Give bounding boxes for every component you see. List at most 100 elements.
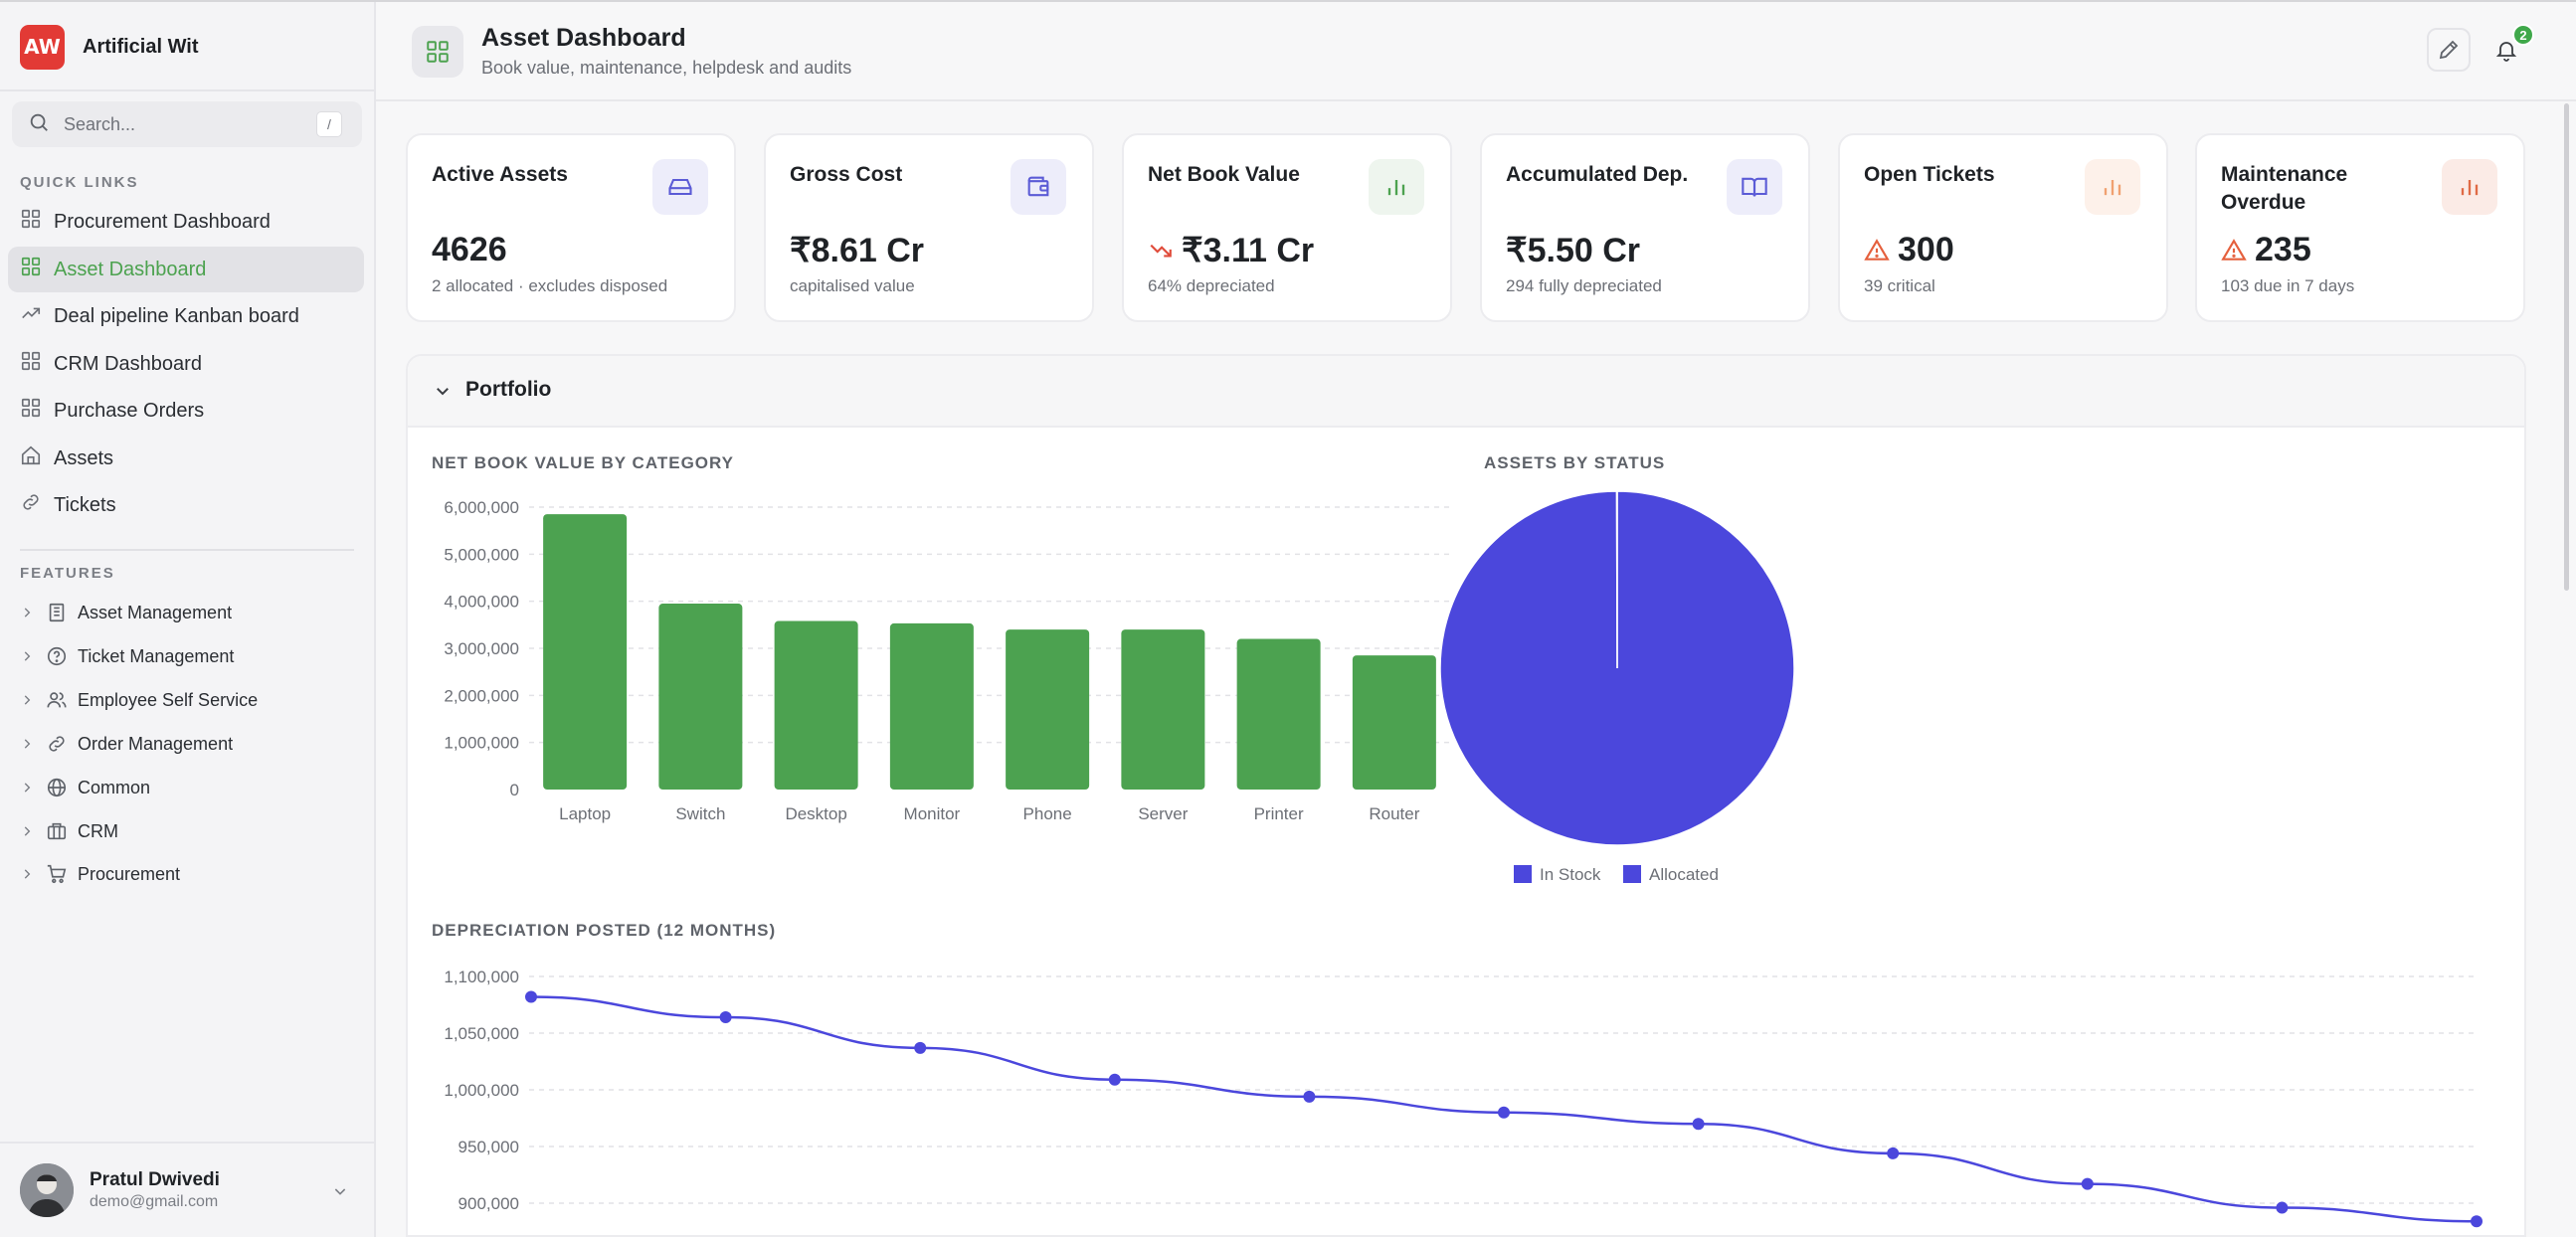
sidebar-item-label: Procurement Dashboard	[54, 210, 271, 233]
bar-chart: 0 1,000,000 2,000,000 3,000,000 4,000,000 5,0…	[444, 498, 1454, 823]
feature-label: Ticket Management	[78, 645, 235, 666]
stat-value: 4626	[432, 231, 507, 268]
bar	[1121, 629, 1205, 790]
x-tick-label: Router	[1369, 804, 1419, 823]
sidebar-item-assets[interactable]: Assets	[8, 436, 364, 481]
line-chart: 900,000 950,000 1,000,000 1,050,000 1,100,00…	[444, 968, 2483, 1228]
stat-card-gross-cost[interactable]: Gross Cost ₹8.61 Cr capitalised value	[764, 133, 1094, 322]
feature-common[interactable]: Common	[20, 771, 150, 804]
sidebar-item-procurement-dashboard[interactable]: Procurement Dashboard	[8, 199, 364, 245]
x-tick-label: Server	[1138, 804, 1188, 823]
y-tick-label: 1,000,000	[444, 1081, 519, 1100]
sidebar-item-purchase-orders[interactable]: Purchase Orders	[8, 388, 364, 434]
feature-crm[interactable]: CRM	[20, 814, 118, 848]
sidebar-item-label: Deal pipeline Kanban board	[54, 304, 299, 327]
data-point	[2471, 1215, 2483, 1228]
warning-icon	[1864, 238, 1890, 261]
chevron-right-icon	[24, 651, 31, 661]
bar-chart-icon	[2085, 159, 2140, 215]
feature-employee-self-service[interactable]: Employee Self Service	[20, 683, 258, 717]
x-tick-label: Switch	[675, 804, 725, 823]
book-open-icon	[1727, 159, 1782, 215]
x-tick-label: Phone	[1023, 804, 1072, 823]
y-tick-label: 6,000,000	[444, 498, 519, 517]
stat-card-open-tickets[interactable]: Open Tickets 300 39 critical	[1838, 133, 2168, 322]
data-point	[1303, 1090, 1316, 1103]
sidebar-item-deal-pipeline[interactable]: Deal pipeline Kanban board	[8, 293, 364, 339]
pie-chart-title: ASSETS BY STATUS	[1484, 453, 1666, 472]
stat-title: Open Tickets	[1864, 163, 1995, 186]
y-tick-label: 5,000,000	[444, 545, 519, 564]
stat-card-net-book-value[interactable]: Net Book Value ₹3.11 Cr 64% depreciated	[1122, 133, 1452, 322]
stat-card-maintenance-overdue[interactable]: Maintenance Overdue 235 103 due in 7 day…	[2195, 133, 2525, 322]
bar-chart-icon	[2442, 159, 2497, 215]
chevron-right-icon	[24, 608, 31, 618]
stat-subtext: 64% depreciated	[1148, 276, 1275, 295]
help-circle-icon	[47, 646, 67, 666]
grid-icon	[20, 350, 54, 378]
quick-links-label: QUICK LINKS	[20, 174, 139, 191]
y-tick-label: 1,000,000	[444, 734, 519, 753]
feature-label: Procurement	[78, 863, 181, 884]
feature-order-management[interactable]: Order Management	[20, 727, 233, 761]
sidebar-item-asset-dashboard[interactable]: Asset Dashboard	[8, 247, 364, 292]
feature-asset-management[interactable]: Asset Management	[20, 596, 232, 629]
y-tick-label: 4,000,000	[444, 593, 519, 612]
stat-subtext: 39 critical	[1864, 276, 1935, 295]
page-subtitle: Book value, maintenance, helpdesk and au…	[481, 58, 852, 78]
legend-swatch	[1623, 865, 1641, 883]
link-icon	[20, 491, 54, 519]
notifications-button[interactable]: 2	[2484, 24, 2534, 72]
data-point	[1692, 1118, 1705, 1131]
feature-label: Order Management	[78, 733, 234, 754]
sidebar-item-tickets[interactable]: Tickets	[8, 482, 364, 528]
page-header: Asset Dashboard Book value, maintenance,…	[376, 2, 2576, 101]
sidebar-item-label: Purchase Orders	[54, 399, 205, 422]
chevron-right-icon	[24, 869, 31, 879]
y-tick-label: 3,000,000	[444, 639, 519, 658]
stat-title: Net Book Value	[1148, 163, 1300, 186]
y-tick-label: 2,000,000	[444, 686, 519, 705]
bar	[1236, 638, 1321, 790]
stat-card-accumulated-dep[interactable]: Accumulated Dep. ₹5.50 Cr 294 fully depr…	[1480, 133, 1810, 322]
brand[interactable]: AW Artificial Wit	[20, 24, 199, 70]
sidebar-item-crm-dashboard[interactable]: CRM Dashboard	[8, 341, 364, 387]
y-tick-label: 1,050,000	[444, 1024, 519, 1043]
search-input[interactable]: Search... /	[12, 101, 362, 147]
globe-icon	[47, 778, 67, 797]
pencil-icon	[2439, 40, 2459, 60]
notification-badge: 2	[2512, 24, 2534, 46]
users-icon	[47, 692, 67, 708]
chevron-right-icon	[24, 783, 31, 793]
stat-title: Maintenance Overdue	[2221, 163, 2348, 214]
stat-value: ₹8.61 Cr	[790, 232, 925, 269]
user-menu[interactable]: Pratul Dwivedi demo@gmail.com	[0, 1142, 374, 1237]
stat-title: Active Assets	[432, 163, 568, 186]
x-tick-label: Printer	[1254, 804, 1304, 823]
feature-label: Common	[78, 777, 151, 797]
bar	[1352, 655, 1436, 790]
grid-icon	[20, 256, 54, 283]
feature-procurement[interactable]: Procurement	[20, 857, 180, 891]
grid-icon	[20, 208, 54, 236]
sidebar-item-label: CRM Dashboard	[54, 352, 202, 375]
home-icon	[20, 444, 54, 472]
search-icon	[28, 111, 50, 138]
data-point	[1108, 1073, 1121, 1086]
wallet-icon	[1011, 159, 1066, 215]
scrollbar[interactable]	[2564, 103, 2569, 591]
stat-title: Gross Cost	[790, 163, 903, 186]
chevron-down-icon[interactable]	[434, 382, 452, 400]
feature-ticket-management[interactable]: Ticket Management	[20, 639, 234, 673]
stat-card-active-assets[interactable]: Active Assets 4626 2 allocated · exclude…	[406, 133, 736, 322]
chevron-down-icon[interactable]	[332, 1183, 348, 1199]
user-name: Pratul Dwivedi	[90, 1169, 220, 1190]
edit-button[interactable]	[2427, 28, 2471, 72]
user-email: demo@gmail.com	[90, 1193, 219, 1210]
portfolio-header[interactable]: Portfolio	[408, 356, 2524, 428]
bar	[543, 514, 628, 790]
search-placeholder: Search...	[64, 113, 136, 134]
data-point	[2081, 1177, 2094, 1190]
bar-chart-icon	[1369, 159, 1424, 215]
